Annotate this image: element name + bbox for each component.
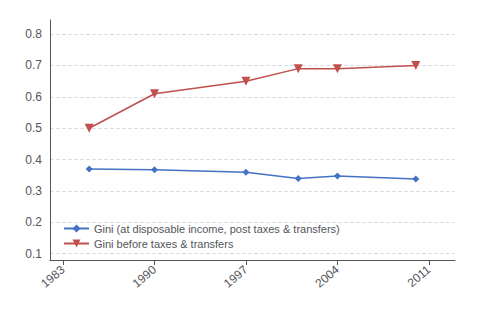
svg-text:1983: 1983 — [38, 262, 68, 290]
svg-text:1990: 1990 — [130, 262, 160, 290]
svg-text:0.2: 0.2 — [25, 215, 42, 229]
svg-text:2004: 2004 — [312, 262, 342, 290]
svg-text:0.1: 0.1 — [25, 247, 42, 261]
svg-text:1997: 1997 — [221, 262, 251, 290]
svg-text:Gini before taxes & transfers: Gini before taxes & transfers — [94, 238, 234, 250]
svg-text:0.6: 0.6 — [25, 90, 42, 104]
svg-text:0.8: 0.8 — [25, 27, 42, 41]
svg-text:Gini (at disposable income, po: Gini (at disposable income, post taxes &… — [94, 223, 340, 235]
svg-text:0.3: 0.3 — [25, 184, 42, 198]
svg-text:0.7: 0.7 — [25, 58, 42, 72]
svg-text:0.4: 0.4 — [25, 153, 42, 167]
svg-text:2011: 2011 — [405, 262, 434, 290]
svg-text:0.5: 0.5 — [25, 121, 42, 135]
